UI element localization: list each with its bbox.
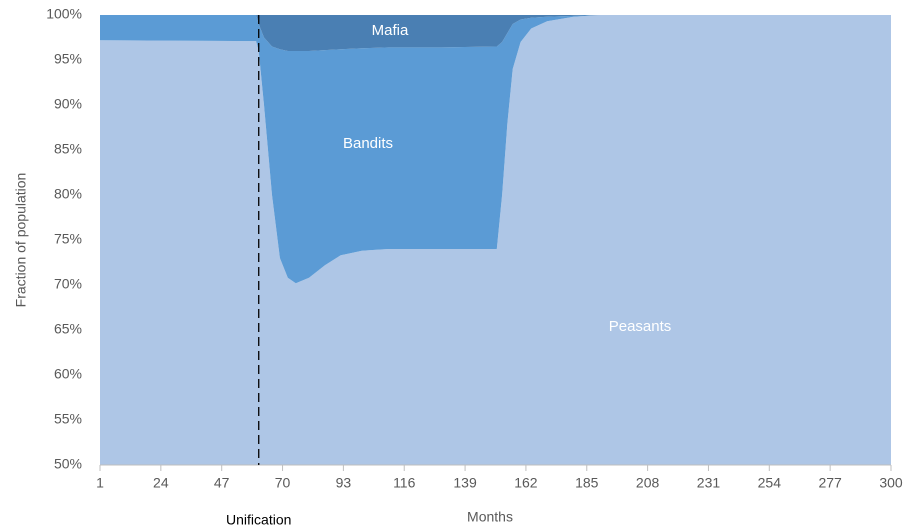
- y-tick-label: 95%: [54, 51, 82, 67]
- x-tick-label: 116: [393, 475, 416, 491]
- y-tick-label: 65%: [54, 321, 82, 337]
- x-tick-label: 300: [879, 475, 903, 491]
- y-tick-label: 50%: [54, 456, 82, 472]
- x-tick-label: 162: [514, 475, 538, 491]
- x-tick-label: 1: [96, 475, 104, 491]
- series-label: Mafia: [372, 22, 409, 39]
- plot-area: [100, 15, 891, 465]
- annotation-label: Unification: [226, 512, 291, 528]
- area: [100, 15, 891, 465]
- y-tick-label: 85%: [54, 141, 82, 157]
- x-tick-label: 185: [575, 475, 599, 491]
- series-label: Peasants: [609, 318, 672, 335]
- x-axis-title: Months: [467, 509, 513, 525]
- y-tick-label: 90%: [54, 96, 82, 112]
- y-tick-label: 60%: [54, 366, 82, 382]
- y-tick-label: 55%: [54, 411, 82, 427]
- y-axis-title: Fraction of population: [13, 173, 29, 308]
- x-tick-label: 254: [758, 475, 782, 491]
- x-tick-label: 277: [818, 475, 842, 491]
- y-tick-label: 80%: [54, 186, 82, 202]
- y-tick-label: 75%: [54, 231, 82, 247]
- x-tick-label: 139: [453, 475, 477, 491]
- x-tick-label: 208: [636, 475, 660, 491]
- x-tick-label: 47: [214, 475, 230, 491]
- x-tick-label: 93: [336, 475, 352, 491]
- x-tick-label: 231: [697, 475, 721, 491]
- x-tick-label: 70: [275, 475, 291, 491]
- series-label: Bandits: [343, 135, 393, 152]
- x-tick-label: 24: [153, 475, 169, 491]
- y-tick-label: 70%: [54, 276, 82, 292]
- y-tick-label: 100%: [46, 6, 82, 22]
- area: [100, 15, 891, 51]
- area: [100, 15, 891, 284]
